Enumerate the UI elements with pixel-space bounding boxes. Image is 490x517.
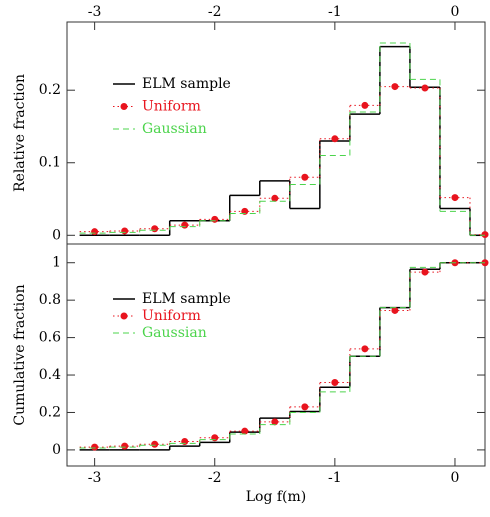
y-axis-label: Relative fraction: [12, 74, 28, 192]
y-tick-label: 0.1: [39, 155, 61, 171]
data-point: [211, 215, 219, 223]
x-tick-label: -1: [328, 4, 342, 20]
data-point: [271, 194, 279, 202]
data-point: [121, 227, 129, 235]
y-tick-label: 0.2: [39, 82, 61, 98]
data-point: [91, 443, 99, 451]
y-tick-label: 1: [52, 255, 61, 271]
x-tick-label: 0: [451, 470, 460, 486]
data-point: [181, 221, 189, 229]
data-point: [151, 225, 159, 233]
data-point: [481, 231, 489, 239]
x-tick-label: -2: [208, 470, 222, 486]
data-point: [211, 434, 219, 442]
legend-label: Gaussian: [142, 121, 207, 137]
legend-label: Uniform: [142, 99, 201, 115]
legend-marker: [120, 103, 128, 110]
data-point: [391, 306, 399, 314]
data-point: [181, 437, 189, 445]
data-point: [271, 418, 279, 426]
data-point: [151, 440, 159, 448]
plot-frame: [66, 21, 486, 245]
data-point: [451, 194, 459, 202]
legend-label: Uniform: [142, 308, 201, 324]
x-tick-label: 0: [451, 4, 460, 20]
y-tick-label: 0: [52, 442, 61, 458]
data-point: [421, 84, 429, 92]
x-tick-label: -1: [328, 470, 342, 486]
legend-marker: [120, 312, 128, 320]
data-point: [361, 345, 369, 353]
data-point: [301, 173, 309, 181]
x-tick-label: -3: [88, 4, 102, 20]
legend-label: ELM sample: [142, 291, 231, 307]
y-tick-label: 0.6: [39, 330, 61, 346]
plot-frame: [66, 243, 486, 467]
data-point: [331, 379, 339, 387]
data-point: [241, 427, 249, 435]
data-point: [91, 228, 99, 236]
x-tick-label: -2: [208, 4, 222, 20]
data-point: [301, 403, 309, 411]
data-point: [121, 442, 129, 450]
y-tick-label: 0.2: [39, 404, 61, 420]
y-tick-label: 0: [52, 227, 61, 243]
x-tick-label: -3: [88, 470, 102, 486]
data-point: [331, 135, 339, 143]
y-axis-label: Cumulative fraction: [12, 284, 28, 425]
data-point: [391, 83, 399, 91]
y-tick-label: 0.4: [39, 367, 61, 383]
legend-label: Gaussian: [142, 325, 207, 341]
legend-label: ELM sample: [142, 76, 231, 92]
y-tick-label: 0.8: [39, 292, 61, 308]
data-point: [421, 268, 429, 276]
data-point: [361, 101, 369, 109]
x-axis-label: Log f(m): [246, 489, 307, 505]
